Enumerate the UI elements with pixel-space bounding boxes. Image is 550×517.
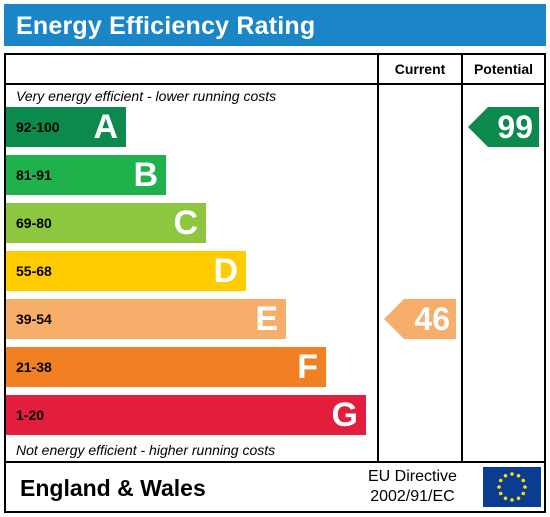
band-range-label: 69-80 (16, 215, 52, 231)
footer-divider (6, 461, 544, 463)
band-d: 55-68 D (6, 251, 246, 291)
current-column-header: Current (394, 61, 446, 77)
current-arrow-shape (384, 299, 456, 339)
potential-arrow-shape (468, 107, 539, 147)
band-range-label: 1-20 (16, 407, 45, 423)
eu-directive-line1: EU Directive (368, 468, 457, 485)
band-letter: C (173, 204, 198, 242)
top-note: Very energy efficient - lower running co… (16, 88, 277, 104)
band-f: 21-38 F (6, 347, 326, 387)
current-rating-arrow: 46 (384, 299, 456, 339)
potential-column-divider (461, 55, 463, 461)
eu-star (503, 496, 508, 501)
band-letter: A (93, 108, 118, 146)
band-letter: F (297, 348, 318, 386)
band-range-label: 55-68 (16, 263, 52, 279)
eu-star (523, 485, 527, 489)
potential-arrow-polygon (468, 107, 539, 147)
band-a: 92-100 A (6, 107, 126, 147)
country-label: England & Wales (20, 475, 206, 501)
band-letter: B (133, 156, 158, 194)
band-c: 69-80 C (6, 203, 206, 243)
eu-star (498, 491, 503, 496)
band-g: 1-20 G (6, 395, 366, 435)
band-e: 39-54 E (6, 299, 286, 339)
bottom-note: Not energy efficient - higher running co… (16, 442, 276, 458)
eu-star (510, 472, 514, 476)
eu-flag-icon (483, 467, 541, 507)
rating-table: Current Potential Very energy efficient … (4, 53, 546, 513)
eu-star (516, 473, 521, 478)
band-b: 81-91 B (6, 155, 166, 195)
band-range-label: 92-100 (16, 119, 60, 135)
band-range-label: 39-54 (16, 311, 52, 327)
potential-column-header: Potential (473, 61, 534, 77)
title-bar: Energy Efficiency Rating (4, 4, 546, 46)
potential-rating-arrow: 99 (468, 107, 539, 147)
current-rating-value: 46 (414, 301, 450, 337)
potential-rating-value: 99 (497, 109, 533, 145)
eu-star (510, 498, 514, 502)
band-letter: E (255, 300, 278, 338)
band-range-label: 21-38 (16, 359, 52, 375)
chart-title: Energy Efficiency Rating (16, 12, 316, 40)
band-letter: G (331, 396, 358, 434)
eu-star (516, 496, 521, 501)
eu-star (498, 478, 503, 483)
band-letter: D (213, 252, 238, 290)
eu-star (503, 473, 508, 478)
band-range-label: 81-91 (16, 167, 52, 183)
eu-star (521, 478, 526, 483)
current-arrow-polygon (384, 299, 456, 339)
header-divider (6, 83, 544, 85)
eu-star (521, 491, 526, 496)
eu-directive: EU Directive 2002/91/EC (368, 467, 457, 507)
eu-star (497, 485, 501, 489)
current-column-divider (377, 55, 379, 461)
eu-directive-line2: 2002/91/EC (370, 488, 455, 505)
